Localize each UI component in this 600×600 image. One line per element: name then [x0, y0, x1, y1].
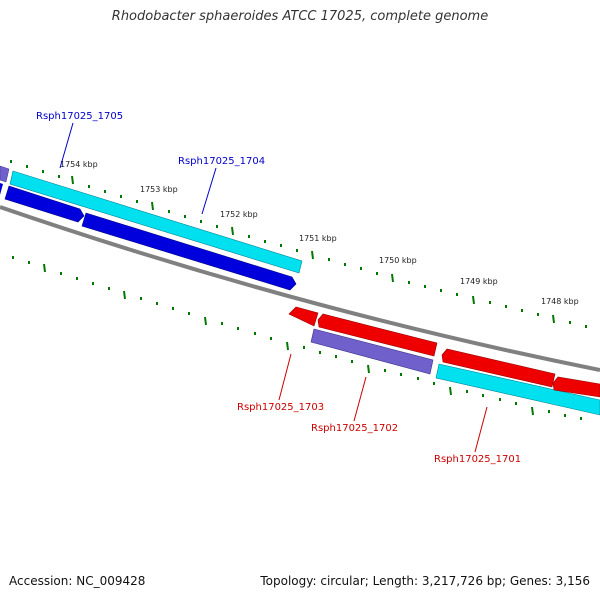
gene-label[interactable]: Rsph17025_1703 [237, 402, 324, 413]
scale-label: 1752 kbp [220, 210, 258, 219]
major-tick [552, 314, 555, 324]
scale-label: 1754 kbp [60, 160, 98, 169]
major-tick [449, 386, 452, 396]
gene-label[interactable]: Rsph17025_1704 [178, 156, 265, 167]
leader-line [353, 376, 367, 422]
major-tick [151, 201, 154, 211]
major-tick [531, 406, 534, 416]
scale-label: 1749 kbp [460, 277, 498, 286]
scale-label: 1750 kbp [379, 256, 417, 265]
major-tick [231, 226, 234, 236]
gene-arrow-other-left[interactable] [0, 165, 10, 183]
major-tick [472, 295, 475, 305]
scale-label: 1751 kbp [299, 234, 337, 243]
gene-arrow-red-mid[interactable] [441, 348, 556, 388]
gene-arrow-red-small[interactable] [288, 306, 319, 327]
leader-line [474, 406, 488, 453]
scale-label: 1753 kbp [140, 185, 178, 194]
gene-arrow-rsph17025-1704[interactable] [81, 212, 297, 291]
gene-label[interactable]: Rsph17025_1705 [36, 111, 123, 122]
upper-tick-track [71, 175, 555, 324]
scale-labels: 1754 kbp 1753 kbp 1752 kbp 1751 kbp 1750… [60, 160, 579, 306]
genome-backbone [0, 205, 600, 372]
major-tick [391, 273, 394, 283]
major-tick [71, 175, 74, 185]
leader-line [59, 122, 74, 169]
leader-line [201, 167, 217, 215]
leader-line [278, 353, 292, 401]
map-title: Rhodobacter sphaeroides ATCC 17025, comp… [111, 9, 489, 24]
gene-arrow-blue-left[interactable] [0, 183, 3, 195]
lower-tick-dots [12, 256, 582, 420]
gene-arrow-rsph17025-1705[interactable] [9, 170, 303, 274]
major-tick [286, 341, 289, 351]
lower-tick-track [43, 263, 534, 416]
major-tick [43, 263, 46, 273]
gene-arrow-rsph17025-1702[interactable] [310, 328, 434, 375]
upper-tick-dots [10, 160, 587, 328]
gene-arrow-red-right[interactable] [552, 376, 600, 398]
major-tick [367, 364, 370, 374]
major-tick [311, 250, 314, 260]
genome-stats-text: Topology: circular; Length: 3,217,726 bp… [260, 574, 590, 588]
gene-label[interactable]: Rsph17025_1702 [311, 423, 398, 434]
major-tick [204, 316, 207, 326]
gene-arrow-blue-a[interactable] [4, 185, 85, 223]
gene-arrow-rsph17025-1701[interactable] [435, 363, 600, 416]
accession-text: Accession: NC_009428 [9, 574, 146, 588]
major-tick [123, 290, 126, 300]
gene-label[interactable]: Rsph17025_1701 [434, 454, 521, 465]
scale-label: 1748 kbp [541, 297, 579, 306]
gene-arrow-rsph17025-1703[interactable] [317, 313, 438, 357]
